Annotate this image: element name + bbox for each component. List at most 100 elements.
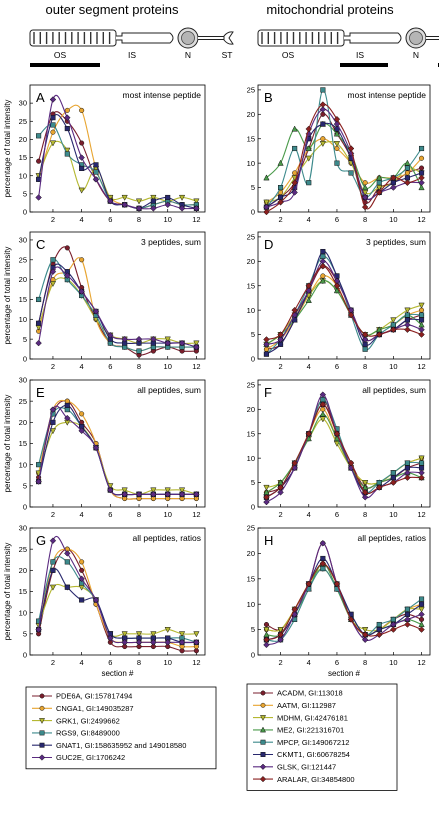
data-point — [49, 584, 57, 591]
data-point — [121, 631, 128, 638]
data-point — [418, 302, 425, 309]
y-tick-label: 5 — [23, 629, 27, 638]
panel-letter: B — [264, 90, 273, 105]
data-point — [305, 430, 313, 437]
data-point — [319, 416, 326, 423]
series-4 — [263, 277, 425, 347]
legend-item: GLSK, GI:121447 — [253, 763, 336, 772]
series-line — [38, 583, 197, 637]
data-point — [107, 197, 114, 205]
y-tick-label: 30 — [19, 376, 27, 385]
data-point — [135, 198, 143, 205]
data-point — [79, 107, 85, 113]
data-point — [418, 606, 425, 613]
x-tick-label: 12 — [417, 510, 425, 519]
series-line — [266, 280, 422, 345]
data-point — [260, 690, 266, 696]
legend-label: CNGA1, GI:149035287 — [56, 704, 134, 713]
column-title-right: mitochondrial proteins — [266, 2, 394, 17]
legend-item: PDE6A, GI:157817494 — [32, 692, 132, 701]
panel-annotation: all peptides, sum — [137, 385, 201, 395]
data-point — [49, 268, 57, 275]
x-tick-label: 2 — [278, 215, 282, 224]
data-point — [92, 596, 100, 604]
data-point — [263, 621, 270, 628]
series-2 — [36, 398, 199, 502]
data-point — [135, 491, 143, 498]
panel-annotation: all peptides, ratios — [132, 533, 201, 543]
axon-shape — [198, 36, 225, 40]
series-1 — [263, 263, 425, 352]
y-tick-label: 20 — [247, 110, 255, 119]
y-tick-label: 20 — [19, 135, 27, 144]
data-point — [121, 491, 128, 498]
y-tick-label: 5 — [23, 481, 27, 490]
data-point — [333, 287, 341, 294]
x-tick-label: 10 — [164, 215, 172, 224]
data-point — [36, 462, 42, 468]
data-point — [178, 487, 186, 494]
data-point — [291, 125, 298, 132]
legend-box — [25, 686, 217, 770]
data-point — [164, 487, 171, 494]
data-point — [135, 205, 143, 212]
series-line — [38, 405, 197, 496]
data-point — [79, 411, 85, 417]
data-point — [404, 312, 410, 318]
data-point — [376, 480, 382, 486]
x-tick-label: 10 — [164, 362, 172, 371]
data-point — [64, 407, 70, 413]
y-tick-label: 20 — [19, 418, 27, 427]
series-8 — [263, 560, 425, 644]
data-point — [64, 125, 70, 132]
data-point — [39, 705, 45, 711]
x-tick-label: 2 — [278, 362, 282, 371]
panel-annotation: all peptides, sum — [362, 385, 426, 395]
y-tick-label: 25 — [19, 397, 27, 406]
y-tick-label: 20 — [247, 405, 255, 414]
data-point — [36, 320, 42, 326]
y-tick-label: 10 — [247, 306, 255, 315]
legend-label: PDE6A, GI:157817494 — [56, 692, 132, 701]
data-point — [259, 775, 267, 783]
data-point — [306, 180, 312, 186]
data-point — [305, 580, 313, 588]
data-point — [150, 639, 157, 646]
rod-diagram-left: OS IS N ST — [29, 27, 234, 67]
series-line — [266, 113, 422, 208]
data-point — [390, 322, 396, 328]
data-point — [49, 537, 57, 544]
data-point — [292, 145, 298, 152]
sampled-region-bar — [30, 63, 100, 67]
data-point — [390, 616, 396, 622]
series-line — [38, 399, 197, 500]
data-point — [92, 176, 100, 183]
x-tick-label: 12 — [192, 362, 200, 371]
data-point — [93, 162, 99, 168]
data-point — [150, 205, 157, 212]
data-point — [404, 175, 410, 181]
data-point — [121, 201, 128, 208]
data-point — [361, 331, 369, 338]
data-point — [193, 491, 200, 498]
x-tick-label: 12 — [192, 658, 200, 667]
data-point — [390, 180, 396, 186]
series-line — [38, 421, 197, 495]
data-point — [305, 125, 313, 133]
data-point — [291, 606, 298, 613]
data-point — [404, 460, 410, 466]
data-point — [390, 317, 397, 324]
data-point — [79, 559, 85, 565]
legend-item: MPCP, GI:149067212 — [253, 738, 349, 747]
series-line — [38, 568, 197, 644]
data-point — [263, 341, 270, 348]
y-tick-label: 25 — [247, 524, 255, 533]
data-point — [35, 626, 42, 633]
series-6 — [35, 266, 200, 351]
data-point — [263, 174, 270, 181]
legend-label: ACADM, GI:113018 — [277, 689, 343, 698]
data-point — [259, 763, 267, 770]
data-point — [362, 189, 369, 196]
legend-label: ME2, GI:221316701 — [277, 726, 344, 735]
series-1 — [36, 546, 199, 654]
